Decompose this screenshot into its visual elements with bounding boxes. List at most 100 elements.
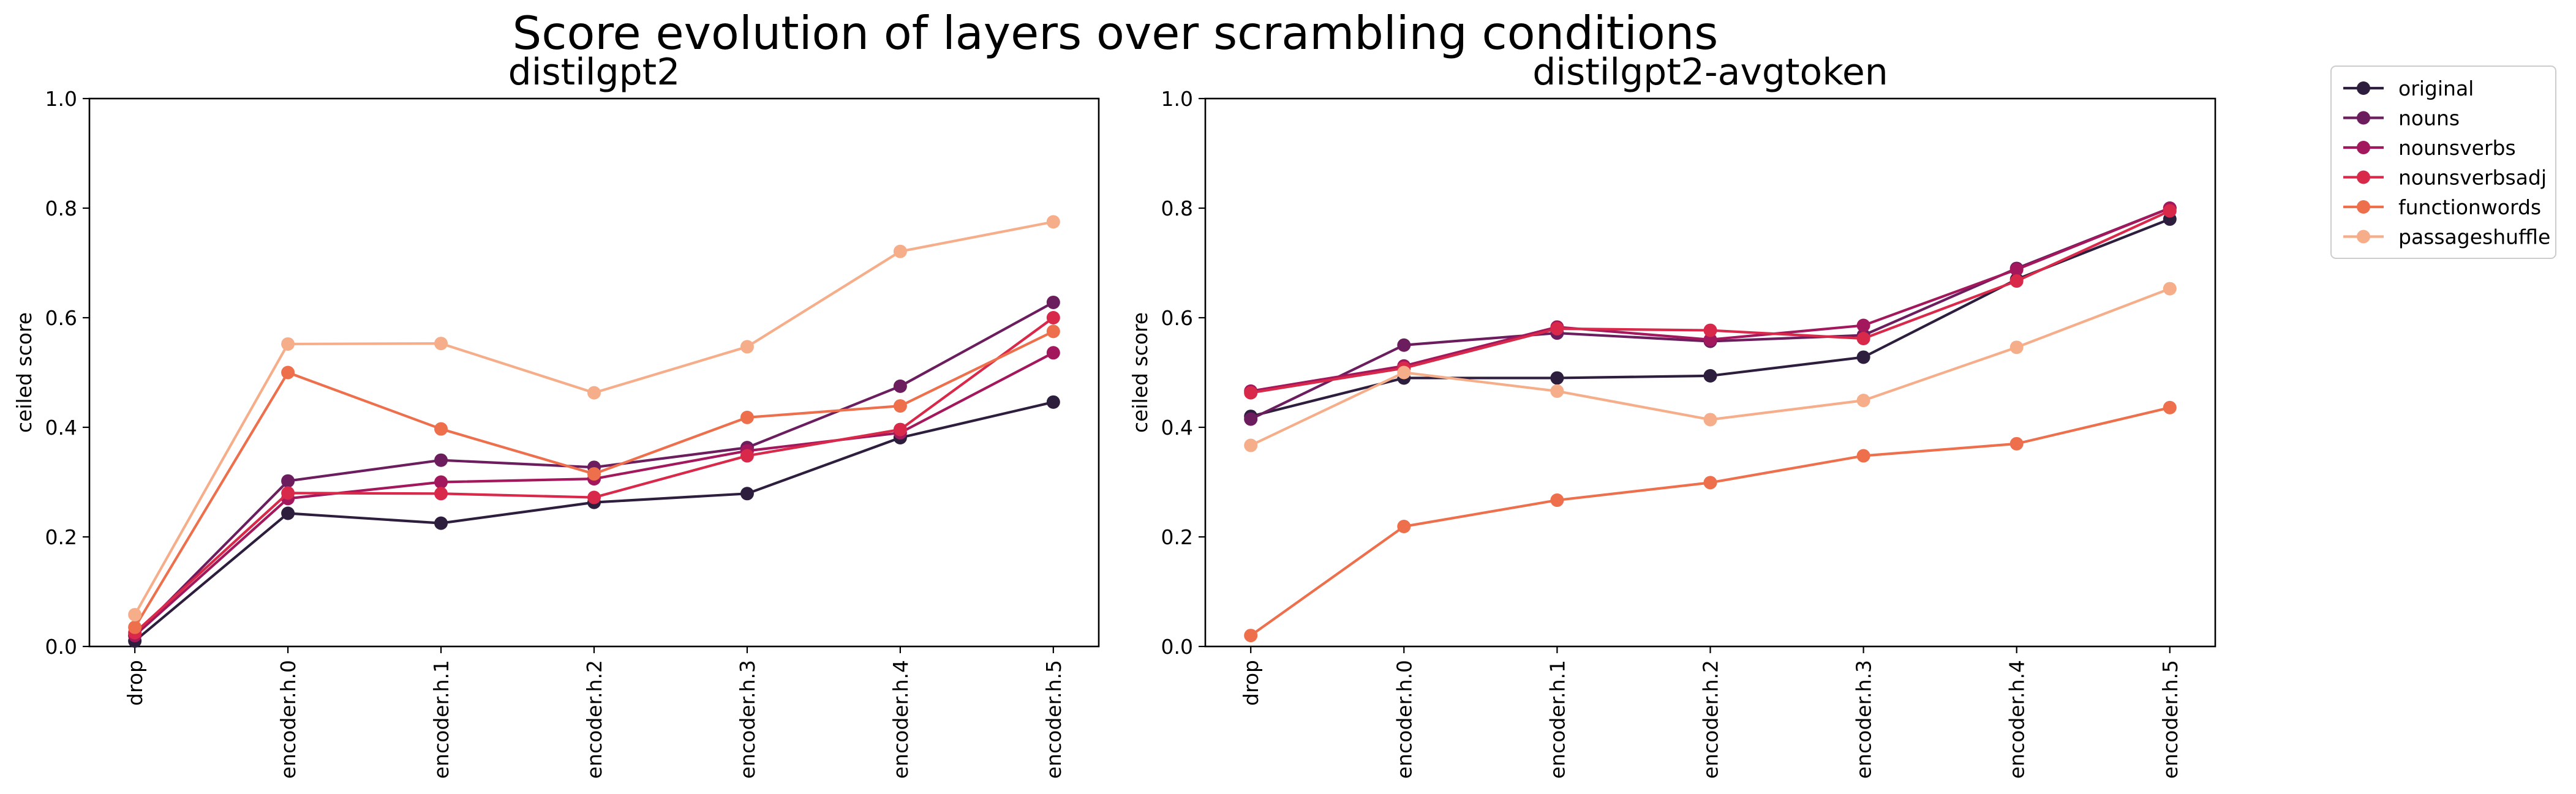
data-point (281, 337, 295, 351)
legend-label: nounsverbsadj (2398, 166, 2547, 190)
data-point (281, 486, 295, 500)
data-point (1244, 386, 1258, 400)
y-tick-label: 0.4 (1161, 416, 1193, 440)
data-point (434, 453, 448, 467)
series-line (1250, 207, 2171, 421)
data-point (434, 337, 448, 351)
x-tick-label: encoder.h.1 (429, 660, 453, 779)
legend-marker (2357, 200, 2370, 214)
data-point (1856, 449, 1870, 463)
data-point (1856, 350, 1870, 364)
legend-item-functionwords: functionwords (2343, 195, 2541, 219)
axes-frame (88, 97, 1100, 648)
series-line (1250, 209, 2171, 394)
series-original (128, 395, 1060, 648)
data-point (1550, 371, 1564, 385)
legend-marker (2357, 111, 2370, 125)
data-point (1046, 395, 1060, 409)
data-point (587, 467, 601, 481)
panel-title: distilgpt2 (508, 51, 680, 94)
legend-label: nouns (2398, 107, 2460, 130)
y-tick-label: 0.8 (45, 197, 77, 220)
data-point (740, 487, 754, 501)
y-tick-label: 0.8 (1161, 197, 1193, 220)
data-point (1550, 321, 1564, 335)
data-point (2009, 340, 2024, 354)
x-tick-label: encoder.h.3 (1852, 660, 1876, 779)
data-point (1046, 295, 1060, 309)
x-tick-label: encoder.h.4 (2005, 660, 2029, 779)
data-point (1703, 413, 1717, 427)
data-point (893, 379, 907, 393)
y-tick-label: 0.0 (1161, 635, 1193, 659)
series-functionwords (128, 324, 1060, 634)
data-point (434, 516, 448, 530)
x-tick-label: encoder.h.4 (889, 660, 913, 779)
data-point (1856, 394, 1870, 408)
y-axis-label: ceiled score (12, 312, 36, 433)
data-point (1397, 338, 1411, 352)
data-point (1046, 215, 1060, 229)
data-point (128, 608, 142, 622)
x-tick-label: encoder.h.2 (582, 660, 606, 779)
data-point (1244, 629, 1258, 643)
series-nouns (1244, 201, 2177, 426)
data-point (1244, 438, 1258, 452)
legend-item-passageshuffle: passageshuffle (2343, 225, 2550, 249)
data-point (1703, 323, 1717, 337)
x-tick-label: encoder.h.5 (2158, 660, 2182, 779)
data-point (740, 410, 754, 424)
data-point (1856, 332, 1870, 346)
series-nounsverbs (1244, 201, 2177, 398)
data-point (2009, 263, 2024, 277)
panel-title: distilgpt2-avgtoken (1532, 51, 1888, 94)
series-line (134, 400, 1054, 642)
data-point (1046, 346, 1060, 360)
data-point (2163, 204, 2177, 218)
y-tick-label: 1.0 (45, 87, 77, 111)
data-point (740, 340, 754, 354)
data-point (893, 244, 907, 258)
data-point (434, 475, 448, 489)
legend-label: original (2398, 77, 2474, 100)
legend-item-nounsverbs: nounsverbs (2343, 136, 2516, 160)
y-tick-label: 0.4 (45, 416, 77, 440)
data-point (2009, 274, 2024, 288)
legend-label: passageshuffle (2398, 225, 2550, 249)
data-point (1856, 318, 1870, 332)
y-tick-label: 0.2 (45, 525, 77, 549)
panels: distilgpt2 0.0 0.2 0.4 0.6 0.8 1.0 drop encoder.… (12, 51, 2216, 779)
series-line (1249, 406, 2171, 637)
legend-box (2330, 66, 2556, 259)
data-point (281, 365, 295, 380)
legend-label: functionwords (2398, 195, 2541, 219)
y-tick-label: 1.0 (1161, 87, 1193, 111)
y-tick-label: 0.6 (1161, 306, 1193, 330)
legend-item-nounsverbsadj: nounsverbsadj (2343, 166, 2547, 190)
legend-item-original: original (2343, 77, 2474, 100)
data-point (1703, 476, 1717, 490)
x-tick-label: drop (1239, 660, 1263, 706)
series-functionwords (1244, 400, 2177, 643)
series-passageshuffle (1244, 282, 2177, 452)
data-point (1397, 519, 1411, 533)
data-point (1703, 332, 1717, 346)
x-tick-label: encoder.h.3 (736, 660, 759, 779)
legend-marker (2357, 230, 2370, 244)
data-point (281, 474, 295, 488)
x-tick-label: encoder.h.0 (1392, 660, 1416, 779)
series-passageshuffle (128, 215, 1060, 622)
y-tick-label: 0.0 (45, 635, 77, 659)
data-point (1046, 311, 1060, 324)
legend-label: nounsverbs (2398, 136, 2516, 160)
panel-2: distilgpt2-avgtoken 0.0 0.2 0.4 0.6 0.8 1.0 dro… (1128, 51, 2216, 779)
series-line (1250, 207, 2171, 393)
data-point (434, 422, 448, 436)
x-tick-label: encoder.h.5 (1042, 660, 1066, 779)
data-point (281, 506, 295, 520)
data-point (128, 620, 142, 634)
legend-marker (2357, 170, 2370, 184)
legend-item-nouns: nouns (2343, 107, 2460, 130)
legend-marker (2357, 81, 2370, 95)
